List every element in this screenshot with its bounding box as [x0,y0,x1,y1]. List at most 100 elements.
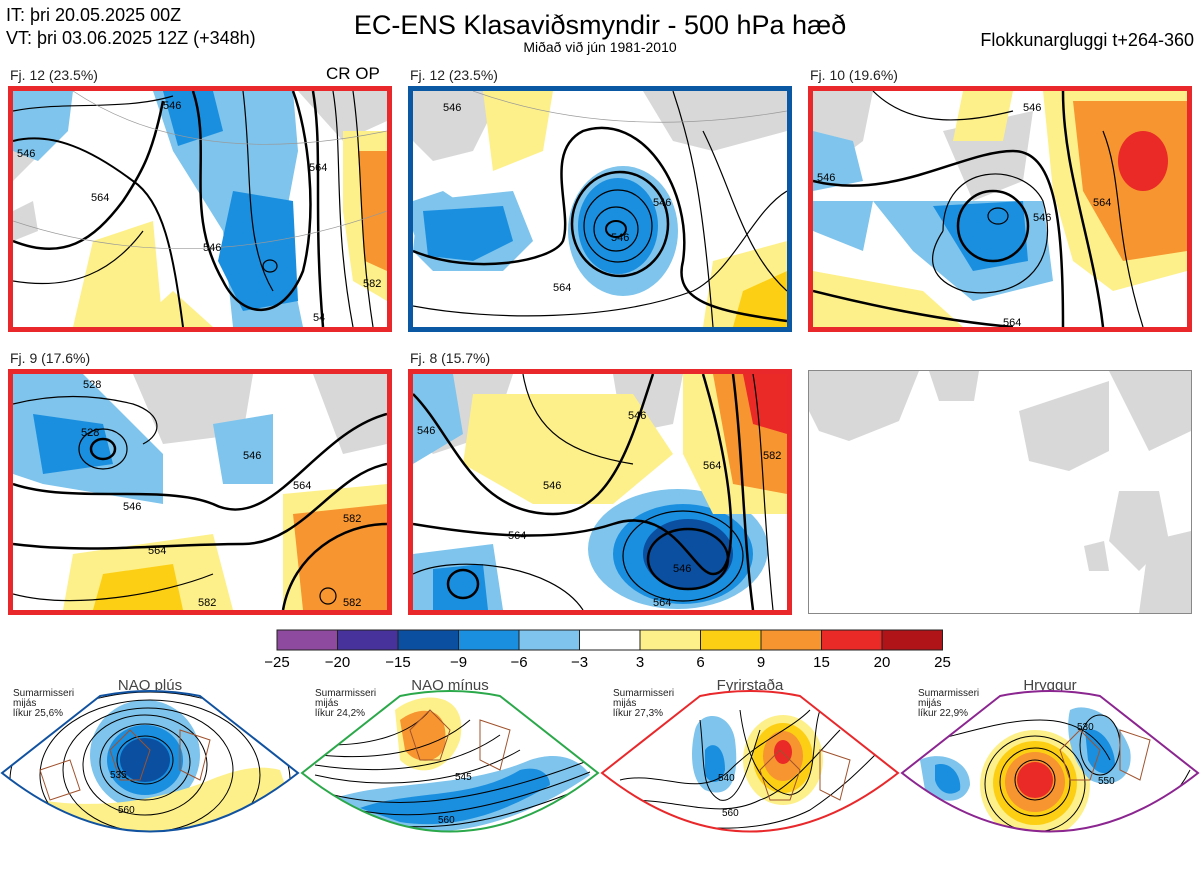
contour-label: 528 [81,427,99,439]
contour-label: 575 [1092,837,1109,848]
regime-map: 530 550 575 [902,691,1198,848]
contour-label: 564 [508,530,526,542]
contour-label: 560 [438,815,455,826]
contour-label: 546 [123,501,141,513]
colorbar-tick-label: 3 [635,654,645,671]
colorbar-cell [760,629,822,651]
colorbar-cell [518,629,580,651]
regime-info: Sumarmisseri mijás líkur 22,9% [918,688,980,719]
contour-label: 546 [817,172,835,184]
colorbar-cell [337,629,399,651]
regime-title: NAO mínus [411,677,489,694]
contour-label: 575 [735,832,752,843]
colorbar-cell [700,629,762,651]
contour-label: 582 [763,450,781,462]
contour-label: 545 [455,772,472,783]
valid-time: VT: þri 03.06.2025 12Z (+348h) [6,28,256,48]
regime-frame [300,690,600,833]
contour-label: 546 [653,197,671,209]
contour-label: 564 [703,460,721,472]
contour-label: 564 [148,545,166,557]
colorbar-tick-label: −15 [385,654,411,671]
contour-label: 564 [653,597,671,609]
contour-label: 546 [163,100,181,112]
contour-label: 582 [343,597,361,609]
contour-label: 535 [110,770,127,781]
regime-info: Sumarmisseri mijás líkur 25,6% [13,688,75,719]
colorbar-cell [821,629,883,651]
colorbar-cell [276,629,338,651]
map-graphic: 546 546 564 546 564 [813,91,1187,327]
colorbar-cell [579,629,641,651]
contour-label: 546 [443,102,461,114]
cluster-map: 546 546 564 546 564 546 564 582 [408,369,792,615]
contour-label: 54 [313,312,325,324]
regime-map: 540 560 575 [602,691,898,843]
empty-map [808,370,1192,614]
colorbar-cell [639,629,701,651]
contour-label: 546 [203,242,221,254]
panel-label: Fj. 10 (19.6%) [810,67,898,83]
colorbar-cell [881,629,943,651]
regime-frame [900,690,1200,833]
contour-label: 560 [118,805,135,816]
regime-info: Sumarmisseri mijás líkur 27,3% [613,688,675,719]
contour-label: 546 [543,480,561,492]
regime-title: Fyrirstaða [716,677,784,694]
cluster-map: 528 528 546 546 564 564 582 582 582 [8,369,392,615]
contour-label: 546 [1023,102,1041,114]
contour-label: 546 [611,232,629,244]
colorbar-tick-label: −9 [449,654,468,671]
colorbar-tick-label: 9 [756,654,766,671]
colorbar-tick-label: −3 [570,654,589,671]
contour-label: 582 [363,278,381,290]
panel-label: Fj. 12 (23.5%) [410,67,498,83]
page-subtitle: Miðað við jún 1981-2010 [523,39,677,55]
regime-map: 545 560 575 [302,691,598,861]
map-graphic: 546 546 546 564 [413,91,787,327]
map-graphic: 546 546 564 546 564 546 564 582 [413,374,787,610]
regime-title: Hryggur [1023,677,1077,694]
contour-label: 540 [718,773,735,784]
colorbar-tick-label: 20 [873,654,891,671]
colorbar-tick-label: −20 [324,654,351,671]
regime-maps: 535 560 545 560 575 [0,690,1200,861]
colorbar-cell [397,629,459,651]
regime-frame [0,690,300,833]
contour-label: 564 [553,282,571,294]
panel-label: Fj. 9 (17.6%) [10,350,91,366]
contour-label: 546 [243,450,261,462]
contour-label: 564 [91,192,109,204]
map-graphic: 528 528 546 546 564 564 582 582 582 [13,374,387,610]
contour-label: 582 [343,513,361,525]
colorbar-tick-label: 25 [934,654,951,671]
classification-window: Flokkunargluggi t+264-360 [980,30,1194,50]
contour-label: 550 [1098,776,1115,787]
contour-label: 564 [309,162,327,174]
init-time: IT: þri 20.05.2025 00Z [6,5,182,25]
colorbar-tick-label: 6 [696,654,705,671]
panel-label: Fj. 8 (15.7%) [410,350,491,366]
map-graphic: 546 546 564 546 54 582 564 [13,91,387,327]
contour-label: 546 [628,410,646,422]
panel-label: Fj. 12 (23.5%) [10,67,98,83]
contour-label: 564 [293,480,311,492]
contour-label: 546 [17,148,35,160]
panel-tag: CR OP [326,64,380,83]
contour-label: 564 [1003,317,1021,327]
contour-label: 582 [198,597,216,609]
regime-frame [600,690,900,833]
contour-label: 560 [722,808,739,819]
header-times: IT: þri 20.05.2025 00Z VT: þri 03.06.202… [6,4,256,50]
colorbar-tick-label: −6 [510,654,528,671]
colorbar [276,629,943,651]
colorbar-tick-label: −25 [264,654,290,671]
page-title: EC-ENS Klasaviðsmyndir - 500 hPa hæð [353,10,847,40]
contour-label: 546 [1033,212,1051,224]
cluster-map: 546 546 564 546 564 [808,86,1192,332]
contour-label: 530 [1077,722,1094,733]
regime-map: 535 560 [2,691,298,832]
map-graphic [809,371,1191,613]
contour-label: 575 [448,850,465,861]
contour-label: 546 [673,563,691,575]
